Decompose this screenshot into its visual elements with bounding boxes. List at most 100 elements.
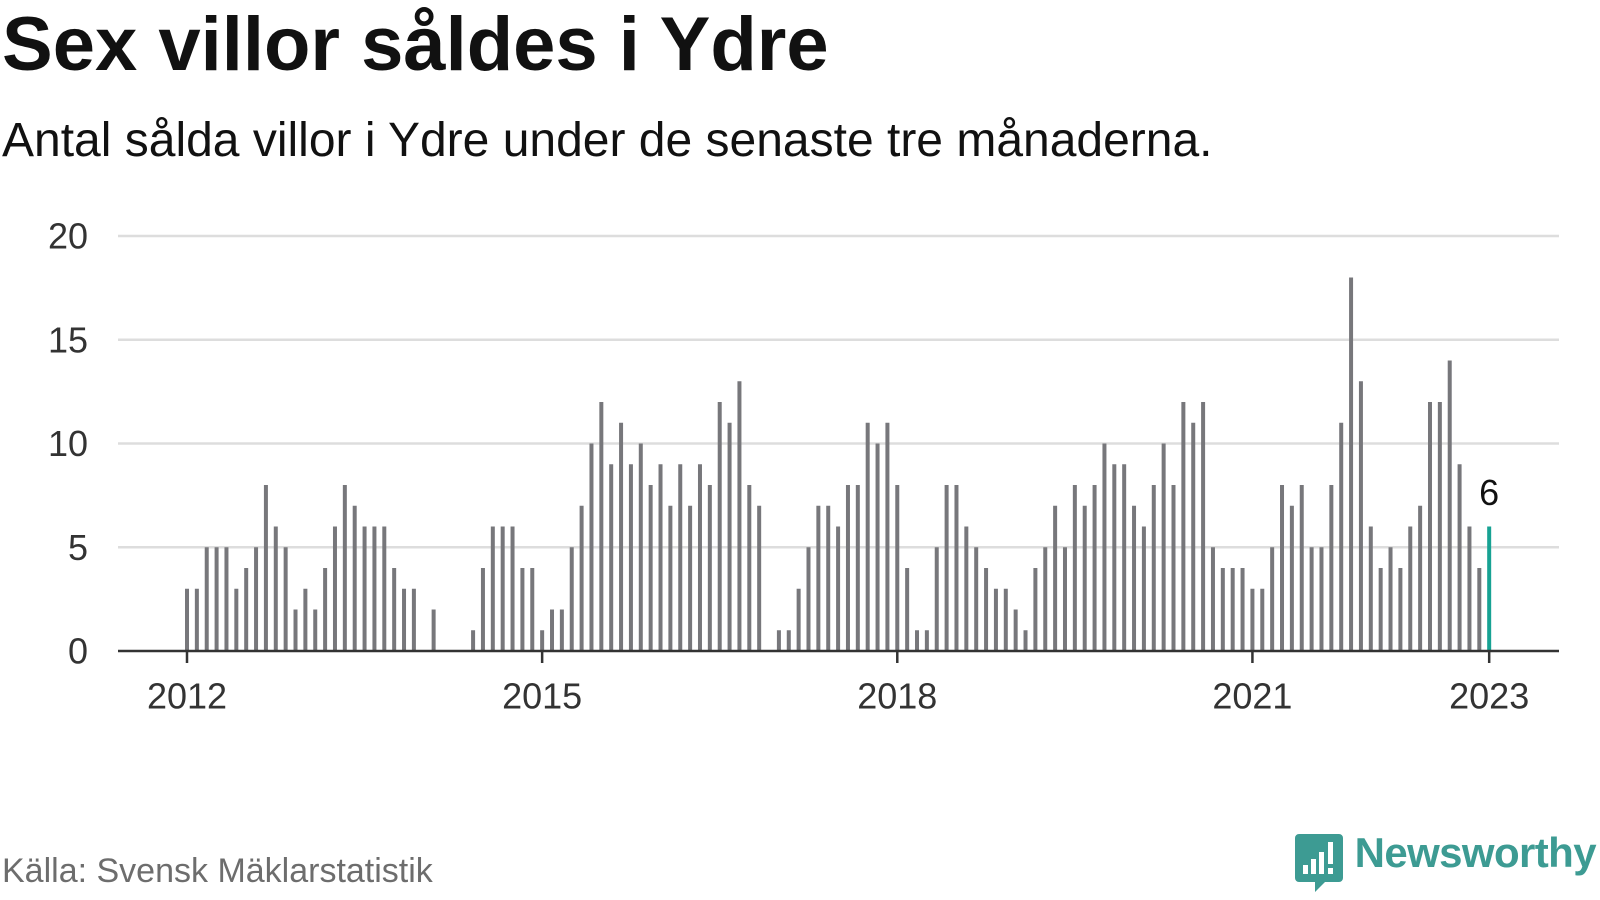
- value-label: 6: [1479, 472, 1499, 513]
- bar: [668, 505, 673, 651]
- bar: [1319, 547, 1324, 651]
- bar: [1013, 609, 1018, 651]
- bar: [254, 547, 259, 651]
- bar: [352, 505, 357, 651]
- bar: [224, 547, 229, 651]
- bar: [402, 588, 407, 651]
- bar: [1299, 485, 1304, 651]
- bar: [471, 630, 476, 651]
- bar: [707, 485, 712, 651]
- bar: [500, 526, 505, 651]
- bar: [1181, 402, 1186, 651]
- bar: [1141, 526, 1146, 651]
- bar: [1280, 485, 1285, 651]
- bar: [204, 547, 209, 651]
- bar: [806, 547, 811, 651]
- bar: [1062, 547, 1067, 651]
- bar: [1230, 568, 1235, 651]
- brand-name: Newsworthy: [1354, 829, 1597, 876]
- bar: [1072, 485, 1077, 651]
- bar: [362, 526, 367, 651]
- bar: [678, 464, 683, 651]
- bar: [1437, 402, 1442, 651]
- x-tick-label: 2012: [147, 676, 227, 717]
- bar: [559, 609, 564, 651]
- bar: [1447, 360, 1452, 651]
- bar: [954, 485, 959, 651]
- bar: [905, 568, 910, 651]
- x-tick-label: 2021: [1212, 676, 1292, 717]
- bar: [589, 443, 594, 651]
- bar: [510, 526, 515, 651]
- bar: [786, 630, 791, 651]
- bar: [1132, 505, 1137, 651]
- newsworthy-logo-icon: [1294, 834, 1343, 892]
- bar: [234, 588, 239, 651]
- bar: [194, 588, 199, 651]
- bar: [283, 547, 288, 651]
- bar: [185, 588, 189, 651]
- bar: [915, 630, 920, 651]
- bar: [1289, 505, 1294, 651]
- x-tick-label: 2023: [1449, 676, 1529, 717]
- bar: [1023, 630, 1028, 651]
- bar: [569, 547, 574, 651]
- bar-highlighted: [1487, 526, 1492, 651]
- bar: [1378, 568, 1383, 651]
- x-tick-label: 2018: [857, 676, 937, 717]
- bar: [974, 547, 979, 651]
- bar: [1053, 505, 1058, 651]
- bar: [550, 609, 555, 651]
- bar: [1151, 485, 1156, 651]
- bar: [964, 526, 969, 651]
- bar: [1339, 422, 1344, 651]
- chart-title: Sex villor såldes i Ydre: [2, 2, 829, 87]
- bar: [1201, 402, 1206, 651]
- bar: [579, 505, 584, 651]
- bar: [836, 526, 841, 651]
- bar: [717, 402, 722, 651]
- bar: [658, 464, 663, 651]
- bar: [1033, 568, 1038, 651]
- y-tick-label: 5: [68, 527, 88, 568]
- brand-logo: Newsworthy: [1294, 829, 1597, 892]
- bar: [1210, 547, 1215, 651]
- bar: [993, 588, 998, 651]
- bar: [757, 505, 762, 651]
- bar: [885, 422, 890, 651]
- bar: [796, 588, 801, 651]
- bar: [895, 485, 900, 651]
- bar: [984, 568, 989, 651]
- bar: [303, 588, 308, 651]
- y-tick-label: 0: [68, 631, 88, 672]
- bar: [875, 443, 880, 651]
- bar: [697, 464, 702, 651]
- bar: [688, 505, 693, 651]
- bar: [1270, 547, 1275, 651]
- bar: [648, 485, 653, 651]
- bar: [628, 464, 633, 651]
- bar: [865, 422, 870, 651]
- bar: [1408, 526, 1413, 651]
- bar: [1122, 464, 1127, 651]
- bar: [214, 547, 219, 651]
- bar: [776, 630, 781, 651]
- bar: [480, 568, 485, 651]
- bar: [1477, 568, 1482, 651]
- bar: [1418, 505, 1423, 651]
- bar: [411, 588, 416, 651]
- bar-chart: 0 5 10 15 20 2012 2015 2018 2021 2023 6: [48, 216, 1559, 717]
- bar: [263, 485, 268, 651]
- bar: [638, 443, 643, 651]
- bar: [293, 609, 298, 651]
- bar: [372, 526, 377, 651]
- bar: [1102, 443, 1107, 651]
- bar: [1240, 568, 1245, 651]
- bar: [619, 422, 624, 651]
- bar: [1171, 485, 1176, 651]
- source-note: Källa: Svensk Mäklarstatistik: [2, 852, 433, 890]
- bar: [1427, 402, 1432, 651]
- bar: [1250, 588, 1255, 651]
- bar: [1329, 485, 1334, 651]
- bar: [924, 630, 929, 651]
